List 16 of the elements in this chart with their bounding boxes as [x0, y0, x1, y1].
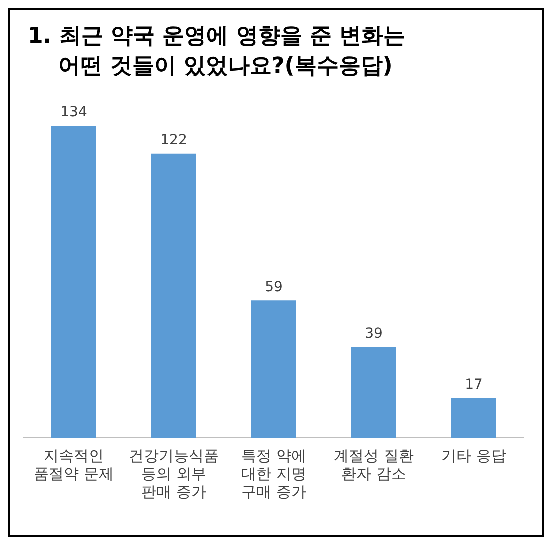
data-label: 59: [265, 279, 283, 296]
data-label: 17: [465, 377, 483, 394]
x-tick-label: 특정 약에 대한 지명 구매 증가: [242, 446, 306, 501]
chart-title: 1. 최근 약국 운영에 영향을 준 변화는 어떤 것들이 있었나요?(복수응답): [27, 23, 407, 81]
data-label: 39: [365, 326, 383, 342]
data-label: 134: [60, 104, 88, 121]
bar: [252, 300, 296, 438]
data-label: 122: [160, 132, 188, 149]
x-tick-label: 건강기능식품 등의 외부 판매 증가: [129, 446, 219, 501]
bar: [152, 154, 196, 438]
x-tick-label: 기타 응답: [442, 446, 506, 465]
x-tick-label: 계절성 질환 환자 감소: [334, 446, 414, 483]
x-tick-label: 지속적인 품절약 문제: [34, 446, 114, 483]
bar: [352, 347, 396, 438]
bar: [52, 126, 96, 438]
bar: [452, 398, 496, 438]
